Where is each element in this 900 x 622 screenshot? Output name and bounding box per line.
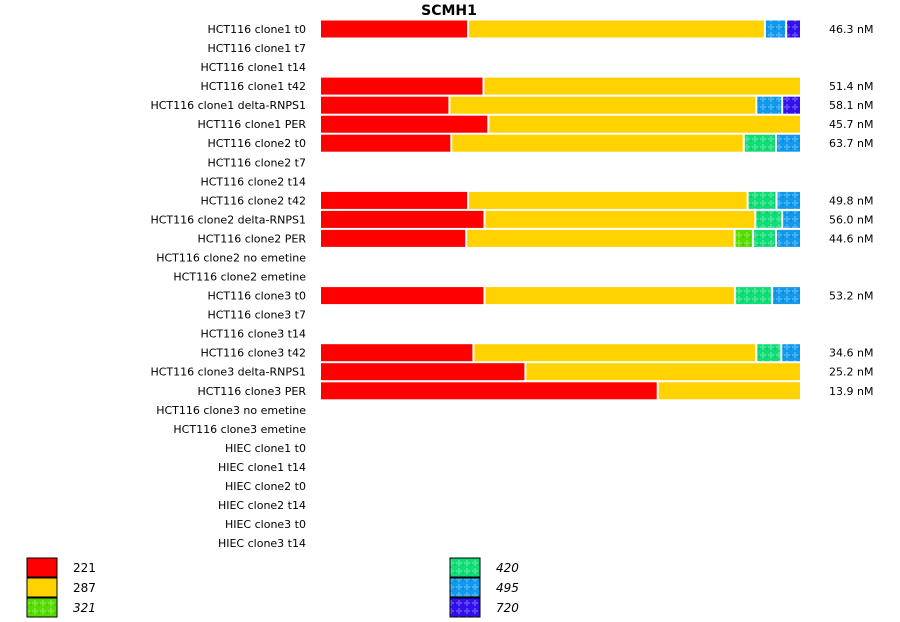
row-label: HCT116 clone1 t42 (200, 80, 306, 93)
row-label: HIEC clone3 t0 (225, 518, 306, 531)
row-total-label: 44.6 nM (829, 232, 873, 245)
row-label: HCT116 clone3 emetine (173, 423, 306, 436)
legend-label-287: 287 (73, 581, 96, 595)
row-label: HCT116 clone2 t42 (200, 194, 306, 207)
bar-segment-495[interactable] (765, 20, 786, 38)
row-label: HCT116 clone1 t14 (200, 61, 306, 74)
row-total-label: 13.9 nM (829, 385, 873, 398)
legend-swatch-495 (449, 577, 481, 598)
bar-segment-495[interactable] (773, 287, 800, 305)
row-total-label: 45.7 nM (829, 118, 873, 131)
row-label: HIEC clone1 t14 (218, 461, 306, 474)
row-label: HIEC clone2 t14 (218, 499, 306, 512)
bar-segment-321[interactable] (735, 229, 752, 247)
legend-swatch-321 (26, 597, 58, 618)
bar-segment-287[interactable] (467, 229, 734, 247)
bar-segment-720[interactable] (783, 96, 800, 114)
bar-segment-495[interactable] (777, 191, 801, 209)
bar-segment-221[interactable] (321, 382, 657, 400)
bar-segment-420[interactable] (757, 344, 781, 362)
row-label: HCT116 clone3 no emetine (156, 404, 306, 417)
bar-segment-221[interactable] (321, 77, 483, 95)
row-label: HCT116 clone3 t7 (207, 309, 306, 322)
row-label: HCT116 clone1 t7 (207, 42, 306, 55)
bar-segment-221[interactable] (321, 210, 484, 228)
row-label: HCT116 clone2 emetine (173, 271, 306, 284)
row-total-label: 46.3 nM (829, 23, 873, 36)
row-total-label: 25.2 nM (829, 366, 873, 379)
bar-segment-287[interactable] (526, 363, 800, 381)
bar-segment-287[interactable] (452, 134, 743, 152)
bar-segment-287[interactable] (469, 20, 764, 38)
legend-label-221: 221 (73, 561, 96, 575)
bar-segment-221[interactable] (321, 115, 488, 133)
bar-segment-420[interactable] (756, 210, 782, 228)
row-label: HCT116 clone2 PER (198, 232, 307, 245)
bar-segment-495[interactable] (777, 229, 800, 247)
row-label: HCT116 clone3 t14 (200, 328, 306, 341)
legend-swatch-221 (26, 557, 58, 578)
row-label: HCT116 clone3 PER (198, 385, 307, 398)
legend-swatch-420 (449, 557, 481, 578)
row-label: HCT116 clone2 t0 (207, 137, 306, 150)
row-total-label: 58.1 nM (829, 99, 873, 112)
row-label: HCT116 clone1 t0 (207, 23, 306, 36)
bar-segment-221[interactable] (321, 363, 525, 381)
row-label: HCT116 clone3 delta-RNPS1 (150, 366, 306, 379)
bar-segment-495[interactable] (777, 134, 800, 152)
bar-rows: HCT116 clone1 t0 46.3 nM HCT116 clone1 t7 H… (150, 20, 873, 550)
row-label: HIEC clone2 t0 (225, 480, 306, 493)
legend-label-321: 321 (73, 601, 96, 615)
bar-segment-420[interactable] (744, 134, 775, 152)
bar-segment-495[interactable] (782, 344, 800, 362)
bar-segment-221[interactable] (321, 96, 449, 114)
legend-label-720: 720 (496, 601, 519, 615)
bar-segment-420[interactable] (736, 287, 772, 305)
bar-segment-287[interactable] (469, 191, 747, 209)
bar-segment-221[interactable] (321, 229, 466, 247)
bar-segment-221[interactable] (321, 134, 451, 152)
bar-segment-495[interactable] (757, 96, 782, 114)
bar-segment-287[interactable] (474, 344, 756, 362)
bar-segment-287[interactable] (489, 115, 800, 133)
bar-segment-420[interactable] (748, 191, 776, 209)
row-label: HCT116 clone1 PER (198, 118, 307, 131)
bar-segment-221[interactable] (321, 191, 468, 209)
row-label: HCT116 clone2 t7 (207, 156, 306, 169)
row-label: HCT116 clone2 no emetine (156, 251, 306, 264)
bar-segment-420[interactable] (753, 229, 775, 247)
legend-label-495: 495 (496, 581, 519, 595)
bar-segment-221[interactable] (321, 344, 473, 362)
row-label: HCT116 clone3 t42 (200, 347, 306, 360)
bar-segment-495[interactable] (783, 210, 800, 228)
bar-segment-287[interactable] (450, 96, 756, 114)
row-label: HCT116 clone3 t0 (207, 290, 306, 303)
row-label: HCT116 clone2 delta-RNPS1 (150, 213, 306, 226)
bar-segment-287[interactable] (484, 77, 801, 95)
legend: 221 287 321 420 495 720 (26, 557, 519, 618)
bar-segment-287[interactable] (485, 210, 755, 228)
bar-segment-287[interactable] (658, 382, 800, 400)
chart-title: SCMH1 (421, 3, 477, 19)
legend-label-420: 420 (496, 561, 519, 575)
bar-segment-287[interactable] (485, 287, 735, 305)
row-label: HIEC clone3 t14 (218, 537, 306, 550)
legend-swatch-720 (449, 597, 481, 618)
row-label: HCT116 clone2 t14 (200, 175, 306, 188)
row-label: HIEC clone1 t0 (225, 442, 306, 455)
legend-swatch-287 (26, 577, 58, 598)
row-total-label: 34.6 nM (829, 347, 873, 360)
row-total-label: 49.8 nM (829, 194, 873, 207)
row-total-label: 63.7 nM (829, 137, 873, 150)
row-label: HCT116 clone1 delta-RNPS1 (150, 99, 306, 112)
bar-segment-221[interactable] (321, 20, 468, 38)
row-total-label: 51.4 nM (829, 80, 873, 93)
bar-segment-221[interactable] (321, 287, 484, 305)
bar-segment-720[interactable] (787, 20, 800, 38)
row-total-label: 53.2 nM (829, 290, 873, 303)
row-total-label: 56.0 nM (829, 213, 873, 226)
